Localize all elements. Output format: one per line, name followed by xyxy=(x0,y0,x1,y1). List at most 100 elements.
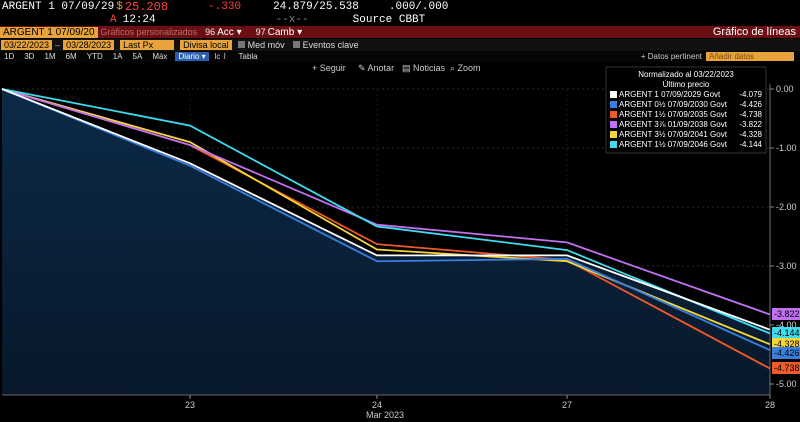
chart-type-title: Gráfico de líneas xyxy=(712,26,796,38)
chart-actions: + Seguir ✎ Anotar ▤ Noticias ⌕ Zoom xyxy=(312,63,481,73)
legend-series-name: ARGENT 3⅞ 01/09/2038 Govt xyxy=(619,120,728,129)
legend-last-value: -4.738 xyxy=(739,110,762,119)
end-value-badge xyxy=(772,362,800,374)
period-button[interactable]: 1D xyxy=(4,52,15,61)
end-value-label: -4.738 xyxy=(774,363,800,373)
camb-button[interactable]: Camb ▾ xyxy=(268,27,303,38)
legend-swatch xyxy=(610,101,617,108)
period-button[interactable]: 1A xyxy=(112,52,123,61)
zoom-button[interactable]: ⌕ Zoom xyxy=(450,63,481,73)
y-tick-label: -1.00 xyxy=(776,143,797,153)
checkbox-icon xyxy=(292,41,300,48)
series-line xyxy=(1,88,771,351)
custom-charts-label[interactable]: Gráficos personalizados xyxy=(100,27,198,37)
period-button[interactable]: YTD xyxy=(86,52,103,61)
annotate-button[interactable]: ✎ Anotar xyxy=(358,63,394,73)
quote-time: 12:24 xyxy=(122,14,156,26)
price-field-select[interactable]: Last Px xyxy=(120,40,175,50)
legend-last-value: -3.822 xyxy=(739,120,762,129)
legend-title: Normalizado al 03/22/2023 xyxy=(638,70,734,79)
chevron-down-icon: ▾ xyxy=(236,26,242,38)
y-tick-label: -2.00 xyxy=(776,202,797,212)
legend-series-name: ARGENT 1½ 07/09/2046 Govt xyxy=(619,140,728,149)
legend-last-value: -4.144 xyxy=(739,140,762,149)
x-axis: 23 24 27 28 Mar 2023 xyxy=(2,394,775,420)
end-date-field[interactable]: 03/28/2023 xyxy=(63,40,115,50)
checkbox-icon xyxy=(237,41,245,48)
legend-box xyxy=(605,66,767,154)
period-button[interactable]: 5A xyxy=(132,52,143,61)
legend-series-name: ARGENT 3½ 07/09/2041 Govt xyxy=(619,130,728,139)
y-tick-label: -5.00 xyxy=(776,379,797,389)
data-pertinent-button[interactable]: + Datos pertinent xyxy=(640,52,702,61)
end-value-badge xyxy=(772,308,800,320)
acc-label: Acc xyxy=(217,26,234,38)
end-value-badge xyxy=(772,327,800,339)
moving-avg-label: Med móv xyxy=(247,40,285,50)
acc-button[interactable]: Acc ▾ xyxy=(217,27,241,38)
chevron-down-icon: ▾ xyxy=(297,26,303,38)
period-button[interactable]: 1M xyxy=(44,52,56,61)
table-button[interactable]: Tabla xyxy=(238,52,258,61)
price-change: -.330 xyxy=(208,1,242,13)
moving-avg-toggle[interactable]: Med móv xyxy=(237,40,285,50)
legend-series-name: ARGENT 0½ 07/09/2030 Govt xyxy=(619,100,728,109)
legend-swatch xyxy=(610,91,617,98)
y-axis: 0.00 -1.00 -2.00 -3.00 -4.00 -5.00 xyxy=(769,84,797,395)
end-value-label: -4.426 xyxy=(774,348,800,358)
x-tick-label: 28 xyxy=(765,400,775,410)
series-lines xyxy=(1,88,771,370)
x-tick-label: 23 xyxy=(185,400,195,410)
menu-97-number: 97 xyxy=(255,27,266,37)
quote-bar: ARGENT 1 07/09/29 $ 25.208 -.330 24.879/… xyxy=(0,0,800,14)
legend-swatch xyxy=(610,111,617,118)
x-month-label: Mar 2023 xyxy=(366,410,404,420)
period-bar: 1D 3D 1M 6M YTD 1A 5A Máx Diario ▾ lc ⌇ Tabla +… xyxy=(0,51,800,62)
separator: --x-- xyxy=(275,14,309,26)
currency-symbol: $ xyxy=(116,1,123,13)
ticker-field[interactable]: ARGENT 1 07/09/20 xyxy=(0,26,98,38)
end-value-badge xyxy=(772,347,800,359)
date-separator: – xyxy=(55,40,61,50)
legend-series-name: ARGENT 1½ 07/09/2035 Govt xyxy=(619,110,728,119)
toolbar: 03/22/2023 – 03/28/2023 Last Px Divisa l… xyxy=(0,39,800,51)
line-chart[interactable]: 0.00 -1.00 -2.00 -3.00 -4.00 -5.00 23 24 27 28 Ma… xyxy=(0,62,800,422)
menu-bar: ARGENT 1 07/09/20 Gráficos personalizado… xyxy=(0,26,800,38)
y-tick-label: 0.00 xyxy=(776,84,794,94)
key-events-toggle[interactable]: Eventos clave xyxy=(292,40,359,50)
yields: .000/.000 xyxy=(388,1,449,13)
price-source: Source CBBT xyxy=(352,14,426,26)
end-value-label: -4.328 xyxy=(774,339,800,349)
legend-swatch xyxy=(610,141,617,148)
end-value-label: -4.144 xyxy=(774,328,800,338)
legend-last-value: -4.426 xyxy=(739,100,762,109)
line-type-icon[interactable]: lc ⌇ xyxy=(214,52,227,61)
key-events-label: Eventos clave xyxy=(302,40,359,50)
menu-96-number: 96 xyxy=(205,27,216,37)
news-button[interactable]: ▤ Noticias xyxy=(402,63,446,73)
last-price: 25.208 xyxy=(124,0,169,14)
follow-button[interactable]: + Seguir xyxy=(312,63,346,73)
start-date-field[interactable]: 03/22/2023 xyxy=(1,40,53,50)
add-data-field[interactable]: Añadir datos xyxy=(706,52,794,61)
legend-last-value: -4.328 xyxy=(739,130,762,139)
legend-swatch xyxy=(610,131,617,138)
frequency-select[interactable]: Diario ▾ xyxy=(175,52,209,61)
legend-last-value: -4.079 xyxy=(739,90,762,99)
series-line xyxy=(1,88,771,316)
y-tick-label: -3.00 xyxy=(776,261,797,271)
frequency-label: Diario xyxy=(178,52,200,61)
quote-subbar: A 12:24 --x-- Source CBBT xyxy=(0,14,800,26)
legend-swatch xyxy=(610,121,617,128)
period-buttons: 1D 3D 1M 6M YTD 1A 5A Máx xyxy=(4,52,167,61)
security-name: ARGENT 1 07/09/29 xyxy=(2,1,115,13)
period-button[interactable]: 6M xyxy=(65,52,77,61)
end-labels: -3.822 -4.144-4.328-4.426 -4.738 xyxy=(772,308,800,374)
period-button[interactable]: Máx xyxy=(152,52,168,61)
flag: A xyxy=(110,14,117,26)
x-tick-label: 24 xyxy=(372,400,382,410)
period-button[interactable]: 3D xyxy=(24,52,35,61)
end-value-label: -3.822 xyxy=(774,309,800,319)
currency-select[interactable]: Divisa local xyxy=(180,40,232,50)
